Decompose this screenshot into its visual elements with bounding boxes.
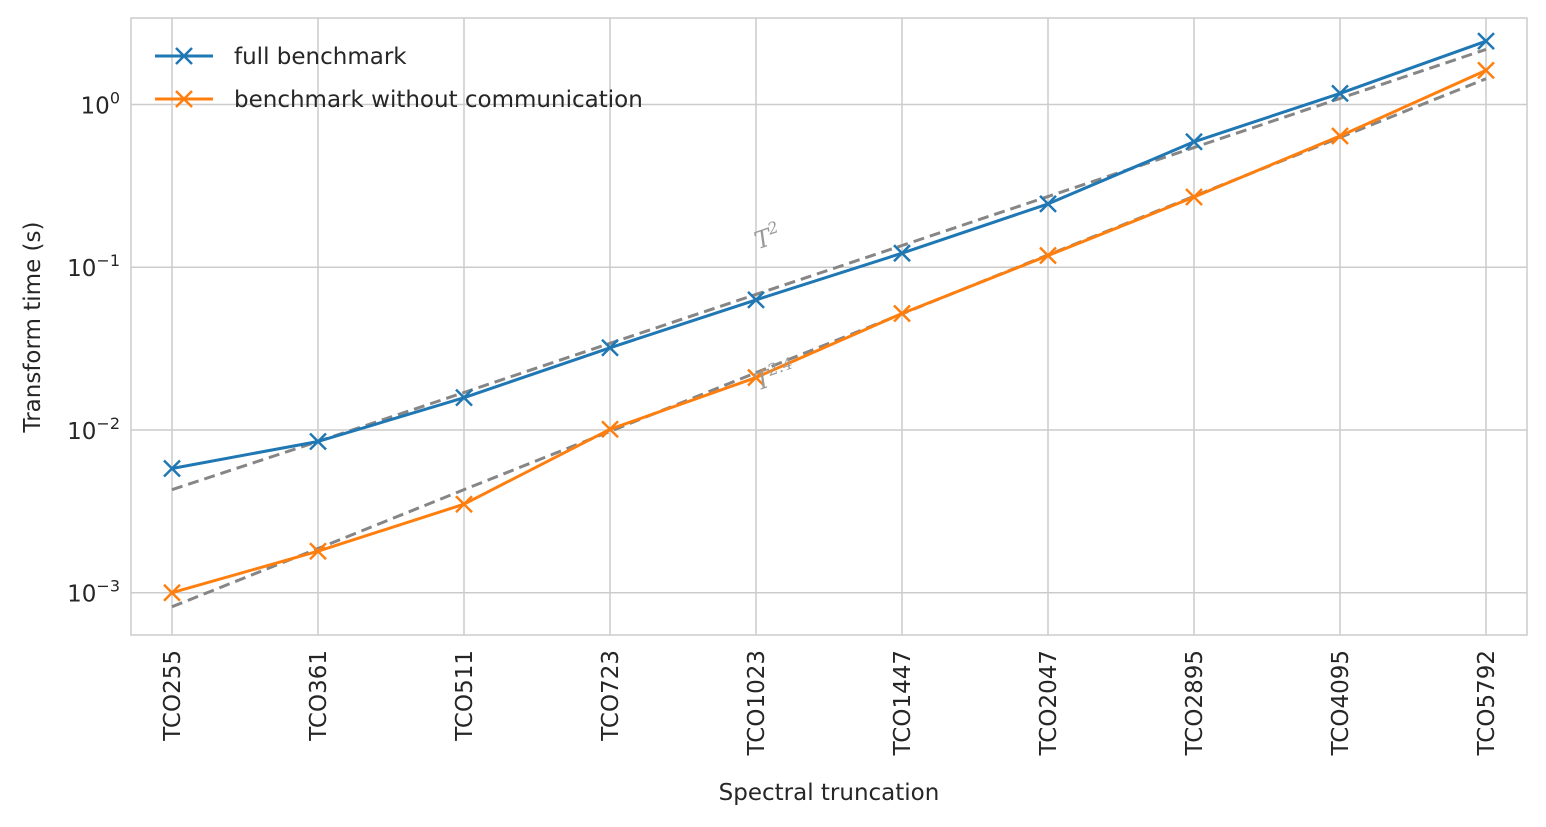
reference-line xyxy=(171,47,1487,492)
reference-lines xyxy=(171,47,1487,609)
data-point xyxy=(1185,188,1203,206)
data-point xyxy=(893,244,911,263)
data-point xyxy=(455,388,473,407)
legend-marker xyxy=(175,47,193,65)
marker-stroke xyxy=(893,244,911,263)
marker-stroke xyxy=(1039,195,1057,213)
data-point xyxy=(1039,246,1057,265)
marker-stroke xyxy=(747,368,765,387)
data-point xyxy=(1039,195,1057,213)
marker-stroke xyxy=(601,420,619,439)
y-tick-label: 100 xyxy=(81,88,120,119)
data-point xyxy=(747,368,765,387)
data-point xyxy=(163,459,181,478)
data-point xyxy=(309,432,327,451)
data-point xyxy=(601,420,619,439)
x-axis-ticks: TCO255 TCO361 TCO511 TCO723 TCO1023 TCO1447 TC… xyxy=(160,650,1500,756)
data-point xyxy=(1331,127,1349,145)
marker-stroke xyxy=(309,432,327,451)
y-tick-label: 10−2 xyxy=(67,414,120,445)
data-point xyxy=(1477,32,1495,51)
data-point xyxy=(455,495,473,514)
data-point xyxy=(1185,132,1203,151)
x-tick-label: TCO2895 xyxy=(1182,650,1208,756)
x-tick-label: TCO2047 xyxy=(1036,650,1062,756)
x-tick-label: TCO1023 xyxy=(744,650,770,756)
data-point xyxy=(1477,61,1495,80)
marker-stroke xyxy=(601,338,619,357)
legend: full benchmark benchmark without communic… xyxy=(155,44,643,113)
data-point xyxy=(163,583,181,602)
y-axis-ticks: 10−3 10−2 10−1 100 xyxy=(67,88,120,607)
x-tick-label: TCO255 xyxy=(160,650,186,742)
marker-stroke xyxy=(747,291,765,309)
x-tick-label: TCO723 xyxy=(598,650,624,742)
reference-line-label: T2 xyxy=(750,217,785,255)
x-axis-title: Spectral truncation xyxy=(719,780,940,806)
marker-stroke xyxy=(455,495,473,514)
marker-stroke xyxy=(455,388,473,407)
marker-stroke xyxy=(163,459,181,478)
x-tick-label: TCO4095 xyxy=(1328,650,1354,756)
marker-stroke xyxy=(1331,127,1349,145)
marker-stroke xyxy=(309,542,327,561)
y-tick-label: 10−3 xyxy=(67,577,120,608)
series-line xyxy=(171,39,1487,470)
x-tick-label: TCO5792 xyxy=(1474,650,1500,756)
legend-label: full benchmark xyxy=(234,44,407,70)
marker-stroke xyxy=(1039,246,1057,265)
x-tick-label: TCO361 xyxy=(306,650,332,742)
marker-stroke xyxy=(1185,188,1203,206)
data-point xyxy=(893,304,911,323)
reference-annotations: T2 T2.4 xyxy=(750,217,799,397)
data-point xyxy=(601,338,619,357)
grid xyxy=(131,18,1527,635)
series-line xyxy=(171,69,1487,595)
legend-marker xyxy=(175,90,193,108)
data-point xyxy=(747,291,765,309)
marker-stroke xyxy=(163,583,181,602)
data-point xyxy=(309,542,327,561)
marker-stroke xyxy=(1477,32,1495,51)
y-tick-label: 10−1 xyxy=(67,251,120,282)
x-tick-label: TCO1447 xyxy=(890,650,916,756)
reference-line-label: T2.4 xyxy=(750,354,799,397)
marker-stroke xyxy=(1331,84,1349,103)
y-axis-title: Transform time (s) xyxy=(20,222,46,434)
marker-stroke xyxy=(893,304,911,323)
legend-entry: benchmark without communication xyxy=(155,87,643,113)
legend-label: benchmark without communication xyxy=(234,87,643,113)
data-point xyxy=(1331,84,1349,103)
marker-stroke xyxy=(1477,61,1495,80)
series-lines xyxy=(163,32,1495,602)
x-tick-label: TCO511 xyxy=(452,650,478,742)
plot-frame xyxy=(130,17,1528,636)
marker-stroke xyxy=(1185,132,1203,151)
legend-entry: full benchmark xyxy=(155,44,407,70)
